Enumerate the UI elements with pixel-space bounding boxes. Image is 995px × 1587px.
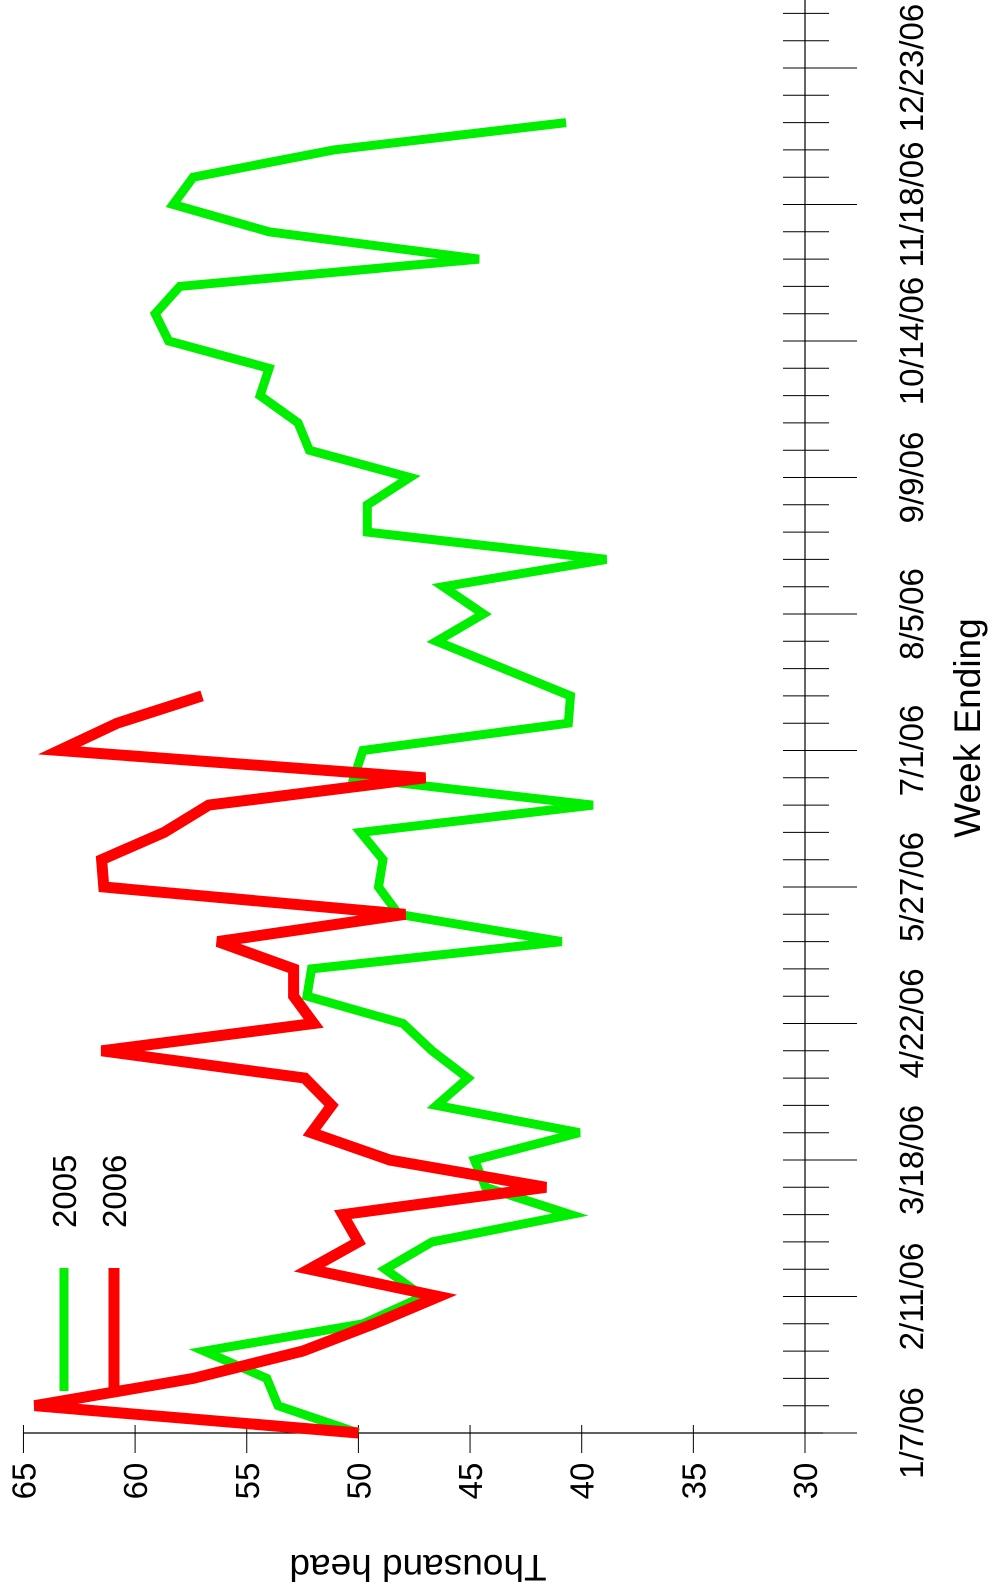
series-layer: [33, 118, 608, 1439]
axes: 1/7/06 2/11/06 3/18/06 4/22/06 5/27/06 7/1/06…: [5, 0, 930, 1499]
y-tick-label: 40: [564, 1463, 601, 1500]
legend: 2005 2006: [46, 1155, 133, 1391]
x-tick-label: 3/18/06: [893, 1105, 930, 1215]
x-tick-label: 1/7/06: [893, 1387, 930, 1479]
y-tick-label: 55: [229, 1463, 266, 1500]
x-axis-title: Week Ending: [947, 618, 988, 837]
x-tick-label: 9/9/06: [893, 432, 930, 524]
x-tick-label: 8/5/06: [893, 568, 930, 660]
y-tick-label: 65: [5, 1463, 42, 1500]
x-tick-label: 11/18/06: [893, 141, 930, 267]
x-tick-label: 5/27/06: [893, 832, 930, 942]
y-tick-label: 35: [675, 1463, 712, 1500]
y-tick-label: 60: [117, 1463, 154, 1500]
x-tick-label: 10/14/06: [893, 277, 930, 405]
axis-labels: Week Ending Thousand head: [289, 618, 988, 1587]
legend-label-2005: 2005: [46, 1155, 83, 1228]
y-tick-label: 45: [452, 1463, 489, 1500]
series-line-2006: [33, 690, 547, 1439]
y-axis-title: Thousand head: [289, 1547, 546, 1587]
x-tick-label: 12/23/06: [893, 4, 930, 132]
y-tick-label: 50: [340, 1463, 377, 1500]
x-tick-label: 7/1/06: [893, 705, 930, 797]
x-tick-label: 2/11/06: [893, 1243, 930, 1351]
legend-label-2006: 2006: [96, 1155, 133, 1228]
x-tick-label: 4/22/06: [893, 968, 930, 1078]
y-tick-label: 30: [787, 1463, 824, 1500]
